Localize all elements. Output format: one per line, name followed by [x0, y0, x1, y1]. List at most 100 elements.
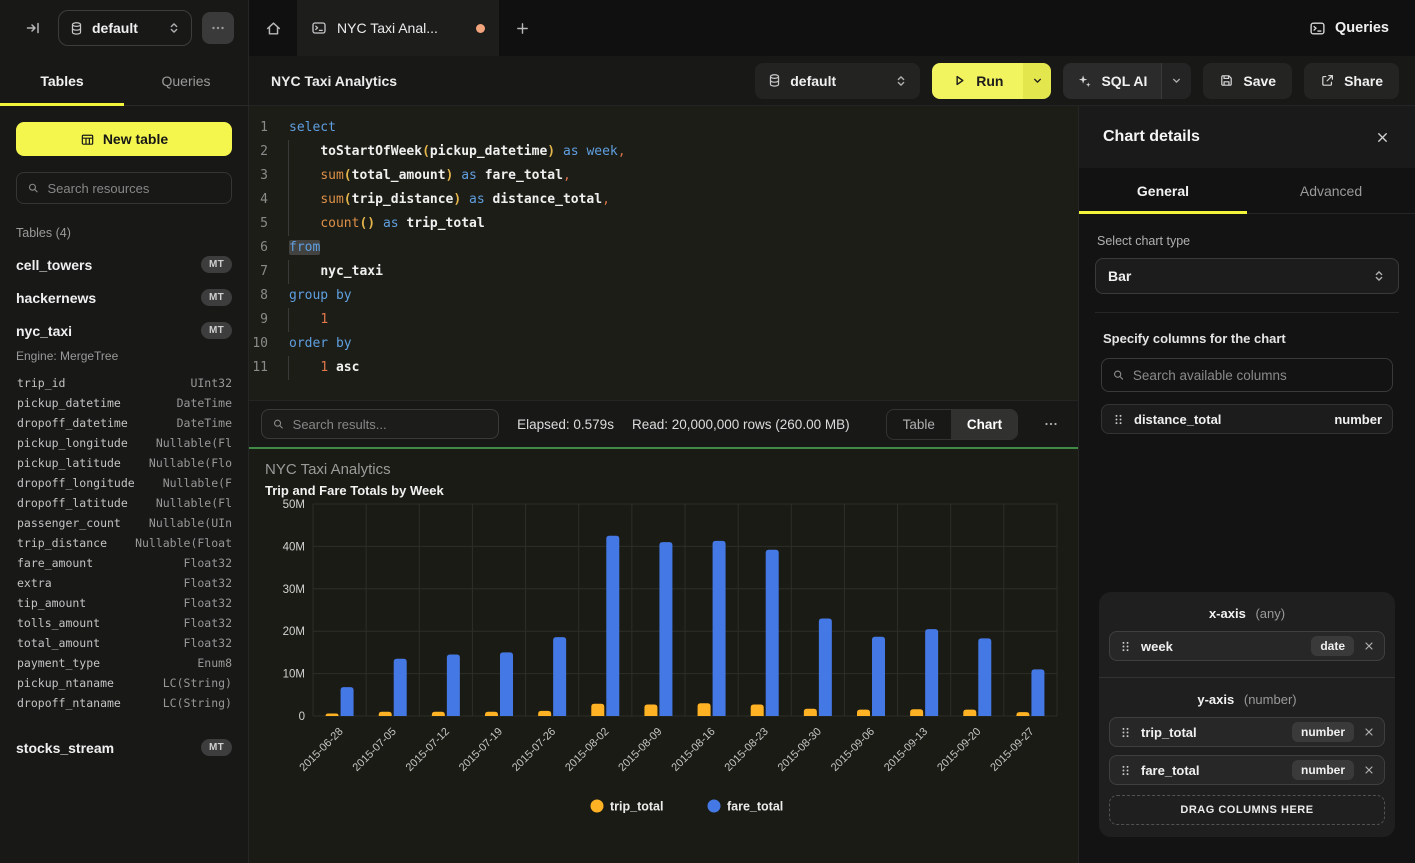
axis-column-name: fare_total: [1141, 763, 1283, 778]
sidebar-search[interactable]: [16, 172, 232, 204]
new-table-button[interactable]: New table: [16, 122, 232, 156]
code-content: from: [283, 236, 320, 260]
axis-column-type-badge: number: [1292, 722, 1354, 742]
chart-details-body: Select chart type Bar Specify columns fo…: [1079, 214, 1415, 863]
run-button-group: Run: [932, 63, 1051, 99]
column-name: dropoff_ntaname: [17, 696, 121, 710]
queries-button[interactable]: Queries: [1283, 0, 1415, 56]
table-column-row: tip_amount Float32: [17, 593, 232, 613]
svg-text:2015-07-12: 2015-07-12: [404, 726, 452, 774]
y-axis-item-fare-total[interactable]: fare_total number: [1109, 755, 1385, 785]
chart-details-header: Chart details: [1079, 106, 1415, 168]
queries-icon: [1309, 20, 1326, 37]
available-column-distance-total[interactable]: distance_total number: [1101, 404, 1393, 434]
table-name: stocks_stream: [16, 740, 201, 756]
more-icon: [1043, 416, 1059, 432]
code-line: 11 1 asc: [249, 356, 1078, 380]
tab-advanced[interactable]: Advanced: [1247, 168, 1415, 213]
view-toggle-chart[interactable]: Chart: [951, 410, 1018, 439]
column-name: tip_amount: [17, 596, 86, 610]
chevron-updown-icon: [167, 21, 181, 35]
chart-type-select[interactable]: Bar: [1095, 258, 1399, 294]
code-content: 1 asc: [283, 356, 359, 380]
sidebar-tab-queries[interactable]: Queries: [124, 56, 248, 105]
column-name: trip_id: [17, 376, 65, 390]
line-number: 10: [249, 332, 283, 356]
table-name: cell_towers: [16, 257, 201, 273]
column-name: pickup_longitude: [17, 436, 128, 450]
column-type: number: [1334, 412, 1382, 427]
column-search[interactable]: [1101, 358, 1393, 392]
save-button[interactable]: Save: [1203, 63, 1292, 99]
svg-text:30M: 30M: [283, 584, 305, 596]
y-axis-item-trip-total[interactable]: trip_total number: [1109, 717, 1385, 747]
tables-section-label: Tables (4): [16, 226, 232, 240]
remove-y-axis-fare-total-button[interactable]: [1363, 764, 1375, 776]
table-row-cell-towers[interactable]: cell_towers MT: [0, 248, 248, 281]
sidebar-search-input[interactable]: [48, 181, 221, 196]
table-name: hackernews: [16, 290, 201, 306]
sql-ai-button[interactable]: SQL AI: [1063, 63, 1161, 99]
tab-nyc-taxi-analytics[interactable]: NYC Taxi Anal...: [297, 0, 499, 56]
workspace-more-button[interactable]: [202, 12, 234, 44]
sql-console-app: default NYC Taxi Anal... Queries: [0, 0, 1415, 863]
chart-details-tabs: General Advanced: [1079, 168, 1415, 214]
close-details-button[interactable]: [1367, 122, 1397, 152]
column-type: Float32: [184, 596, 232, 610]
table-column-row: extraFloat32: [17, 573, 232, 593]
editor-column: 1select2 toStartOfWeek(pickup_datetime) …: [249, 106, 1078, 863]
column-name: passenger_count: [17, 516, 121, 530]
column-type: Nullable(Fl: [156, 496, 232, 510]
drag-columns-dropzone[interactable]: DRAG COLUMNS HERE: [1109, 795, 1385, 825]
search-icon: [27, 181, 40, 195]
x-axis-item-week[interactable]: week date: [1109, 631, 1385, 661]
chart-type-value: Bar: [1108, 268, 1372, 284]
home-button[interactable]: [249, 0, 297, 56]
column-name: fare_amount: [17, 556, 93, 570]
sql-ai-options-button[interactable]: [1161, 63, 1191, 99]
results-search-input[interactable]: [293, 417, 488, 432]
sidebar-tab-tables[interactable]: Tables: [0, 56, 124, 105]
remove-y-axis-trip-total-button[interactable]: [1363, 726, 1375, 738]
drop-zone-label: DRAG COLUMNS HERE: [1180, 804, 1313, 816]
code-content: sum(total_amount) as fare_total,: [283, 164, 571, 188]
results-chart-svg[interactable]: 50M40M30M20M10M02015-06-282015-07-052015…: [265, 498, 1062, 838]
table-row-nyc-taxi[interactable]: nyc_taxi MT: [0, 314, 248, 347]
column-type: DateTime: [177, 416, 232, 430]
results-more-button[interactable]: [1036, 409, 1066, 439]
svg-text:2015-07-26: 2015-07-26: [510, 726, 558, 774]
column-type: Nullable(Fl: [156, 436, 232, 450]
new-tab-button[interactable]: [499, 0, 545, 56]
tab-general[interactable]: General: [1079, 168, 1247, 213]
drag-handle-icon: [1112, 413, 1125, 426]
table-row-stocks-stream[interactable]: stocks_stream MT: [0, 731, 248, 764]
svg-text:2015-08-23: 2015-08-23: [723, 726, 771, 774]
collapse-sidebar-button[interactable]: [18, 13, 48, 43]
table-column-row: trip_idUInt32: [17, 373, 232, 393]
view-toggle-table[interactable]: Table: [887, 410, 951, 439]
content-row: 1select2 toStartOfWeek(pickup_datetime) …: [249, 106, 1415, 863]
more-icon: [210, 20, 226, 36]
table-row-hackernews[interactable]: hackernews MT: [0, 281, 248, 314]
database-selector[interactable]: default: [58, 10, 192, 46]
query-header: NYC Taxi Analytics default Run: [249, 56, 1415, 106]
table-column-row: dropoff_ntanameLC(String): [17, 693, 232, 713]
run-button[interactable]: Run: [932, 63, 1023, 99]
table-column-row: passenger_countNullable(UIn: [17, 513, 232, 533]
header-database-selector[interactable]: default: [755, 63, 920, 99]
drag-handle-icon: [1119, 726, 1132, 739]
results-search[interactable]: [261, 409, 499, 439]
svg-text:2015-08-30: 2015-08-30: [776, 726, 824, 774]
run-options-button[interactable]: [1023, 63, 1051, 99]
x-axis-header: x-axis (any): [1109, 606, 1385, 621]
remove-x-axis-week-button[interactable]: [1363, 640, 1375, 652]
share-button[interactable]: Share: [1304, 63, 1399, 99]
query-terminal-icon: [311, 20, 327, 36]
sidebar-tabs: Tables Queries: [0, 56, 248, 106]
sql-editor[interactable]: 1select2 toStartOfWeek(pickup_datetime) …: [249, 106, 1078, 400]
code-content: sum(trip_distance) as distance_total,: [283, 188, 610, 212]
column-search-input[interactable]: [1133, 368, 1382, 383]
topbar: default NYC Taxi Anal... Queries: [0, 0, 1415, 56]
axes-card: x-axis (any) week date: [1099, 592, 1395, 837]
read-stat: Read: 20,000,000 rows (260.00 MB): [632, 417, 850, 432]
